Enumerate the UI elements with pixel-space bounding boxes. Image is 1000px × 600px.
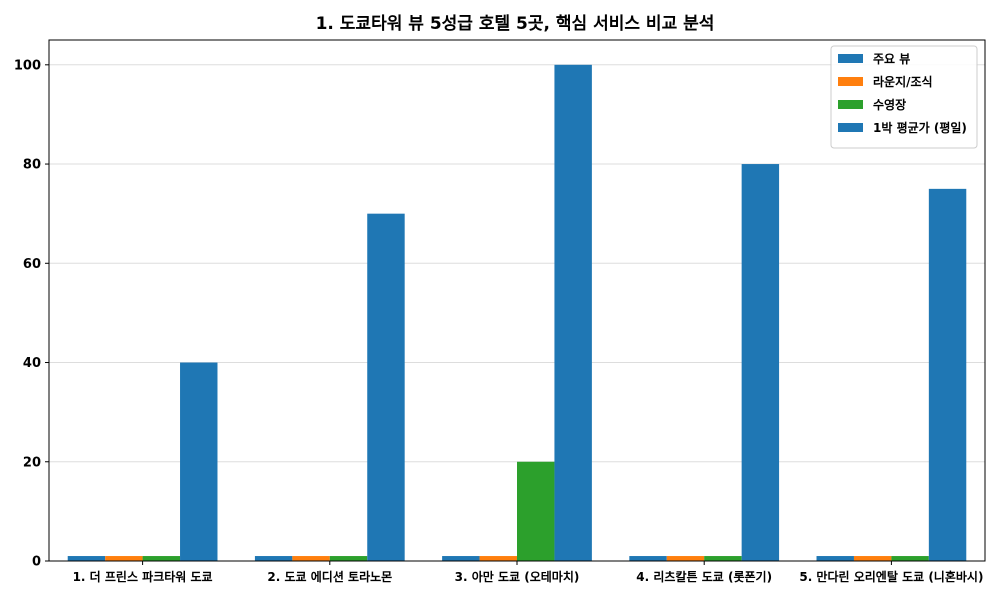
y-tick-label: 0 [32,555,41,570]
bar-series-2-category-3 [479,556,517,561]
bar-series-1-category-3 [442,556,480,561]
bar-series-3-category-2 [329,556,368,561]
bar-series-2-category-2 [292,556,330,561]
bar-series-3-category-4 [704,556,742,561]
legend-swatch [838,123,863,132]
bar-series-4-category-1 [180,362,218,561]
bar-series-4-category-3 [554,64,592,562]
bar-series-4-category-4 [741,164,780,562]
y-tick-label: 20 [23,455,41,470]
x-tick-label: 5. 만다린 오리엔탈 도쿄 (니혼바시) [799,569,983,584]
legend-label: 1박 평균가 (평일) [873,120,967,135]
legend-label: 주요 뷰 [873,52,910,66]
bar-series-3-category-1 [142,556,181,561]
y-axis-ticks: 0 20 40 60 80 100 [14,58,49,570]
bar-series-3-category-5 [891,556,929,561]
bar-series-4-category-2 [367,213,405,561]
legend-label: 수영장 [873,97,906,112]
x-tick-label: 3. 아만 도쿄 (오테마치) [455,569,580,584]
bars [67,64,967,562]
y-tick-label: 80 [23,158,41,173]
legend-swatch [838,77,863,86]
legend-label: 라운지/조식 [873,74,933,89]
bar-series-1-category-1 [67,556,106,561]
x-axis-ticks: 1. 더 프린스 파크타워 도쿄 2. 도쿄 에디션 토라노몬 3. 아만 도쿄 (… [73,561,983,584]
bar-series-1-category-4 [629,556,667,561]
legend-box [830,45,978,149]
x-tick-label: 4. 리츠칼튼 도쿄 (롯폰기) [636,569,772,584]
y-tick-label: 40 [23,356,41,371]
bar-series-4-category-5 [928,188,967,561]
bar-series-1-category-5 [816,556,854,561]
chart-title: 1. 도쿄타워 뷰 5성급 호텔 5곳, 핵심 서비스 비교 분석 [316,14,715,34]
bar-series-2-category-5 [853,556,892,561]
y-tick-label: 100 [14,58,41,73]
x-tick-label: 1. 더 프린스 파크타워 도쿄 [73,569,213,584]
legend-swatch [838,54,863,63]
bar-series-2-category-1 [105,556,143,561]
bar-series-3-category-3 [517,461,555,561]
legend-swatch [838,100,863,109]
bar-series-2-category-4 [666,556,705,561]
x-tick-label: 2. 도쿄 에디션 토라노몬 [267,569,392,584]
y-tick-label: 60 [23,257,41,272]
bar-series-1-category-2 [254,556,293,561]
